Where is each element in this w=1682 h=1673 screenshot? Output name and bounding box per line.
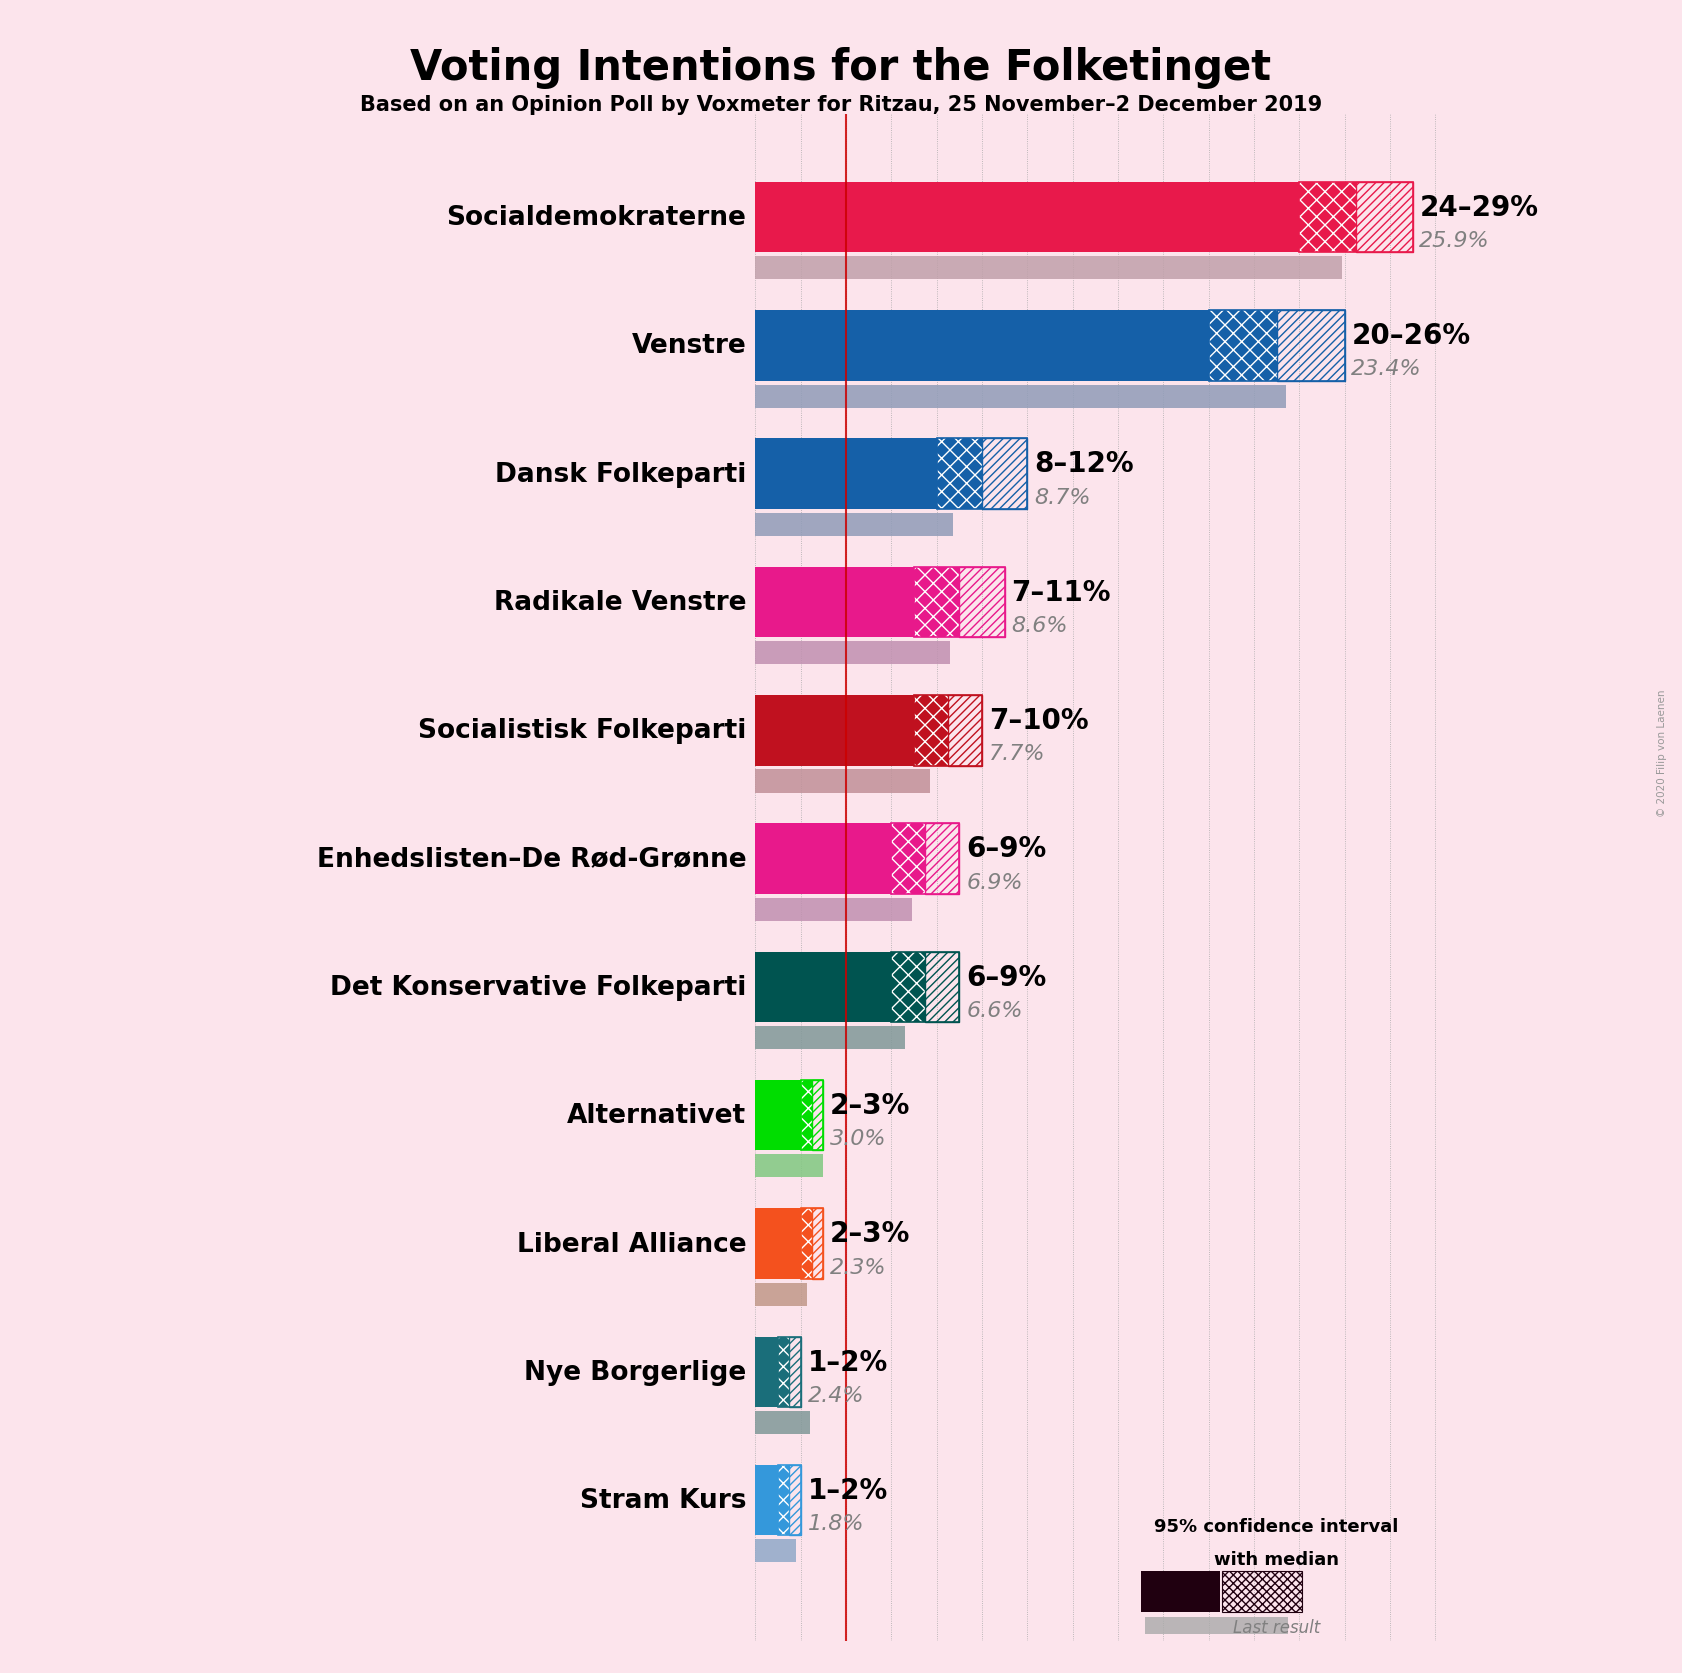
Text: 23.4%: 23.4%	[1351, 360, 1421, 380]
Bar	[755, 1337, 779, 1407]
Bar	[755, 514, 952, 537]
Bar	[755, 898, 912, 922]
Text: 7–10%: 7–10%	[989, 706, 1088, 734]
Bar	[755, 770, 930, 793]
Text: 2.3%: 2.3%	[831, 1256, 886, 1276]
Bar	[891, 823, 925, 895]
Bar	[779, 1337, 801, 1407]
Text: with median: with median	[1214, 1551, 1339, 1568]
Bar	[925, 823, 959, 895]
Text: 2–3%: 2–3%	[831, 1091, 910, 1119]
Bar	[913, 567, 959, 637]
Bar	[755, 1410, 809, 1434]
Bar	[982, 438, 1028, 510]
Bar	[755, 1027, 905, 1049]
Bar	[1209, 311, 1277, 381]
Bar	[755, 182, 1299, 253]
Bar	[779, 1337, 789, 1407]
Text: Venstre: Venstre	[631, 333, 747, 360]
Bar	[891, 952, 925, 1022]
Bar	[755, 1208, 801, 1280]
Bar	[779, 1466, 789, 1536]
Text: Stram Kurs: Stram Kurs	[580, 1487, 747, 1512]
Bar	[949, 696, 982, 766]
Text: Alternativet: Alternativet	[567, 1103, 747, 1129]
Bar	[801, 1208, 812, 1280]
Bar	[801, 1081, 812, 1151]
Text: 2.4%: 2.4%	[807, 1385, 865, 1405]
Bar	[925, 952, 959, 1022]
Bar	[755, 823, 891, 895]
Text: Socialdemokraterne: Socialdemokraterne	[446, 206, 747, 231]
Text: 1.8%: 1.8%	[807, 1514, 865, 1532]
Text: Enhedslisten–De Rød-Grønne: Enhedslisten–De Rød-Grønne	[316, 847, 747, 872]
Text: 1–2%: 1–2%	[807, 1348, 888, 1375]
Bar	[1299, 182, 1413, 253]
Bar	[1277, 311, 1344, 381]
Text: 24–29%: 24–29%	[1420, 194, 1539, 223]
Bar	[755, 438, 937, 510]
Bar	[937, 438, 982, 510]
Bar	[1356, 182, 1413, 253]
Bar	[755, 1081, 801, 1151]
Text: 1–2%: 1–2%	[807, 1476, 888, 1504]
Text: 3.0%: 3.0%	[831, 1129, 886, 1149]
Text: Liberal Alliance: Liberal Alliance	[516, 1231, 747, 1256]
Text: Dansk Folkeparti: Dansk Folkeparti	[495, 462, 747, 487]
Bar	[891, 823, 959, 895]
Bar	[1299, 182, 1356, 253]
Bar	[755, 311, 1209, 381]
Bar	[755, 642, 950, 664]
Text: 8–12%: 8–12%	[1034, 450, 1134, 478]
Bar	[789, 1337, 801, 1407]
Bar	[755, 1466, 779, 1536]
Bar	[779, 1466, 801, 1536]
Bar	[812, 1208, 822, 1280]
Bar	[1209, 311, 1344, 381]
Text: 95% confidence interval: 95% confidence interval	[1154, 1517, 1399, 1534]
Bar	[755, 1539, 796, 1563]
Bar	[755, 1154, 822, 1178]
Text: 8.7%: 8.7%	[1034, 487, 1090, 507]
Bar	[913, 567, 1004, 637]
Text: 20–26%: 20–26%	[1351, 321, 1470, 350]
Bar	[755, 385, 1285, 408]
Text: 6.9%: 6.9%	[965, 872, 1023, 892]
Text: Radikale Venstre: Radikale Venstre	[495, 589, 747, 616]
Text: 6–9%: 6–9%	[965, 835, 1046, 863]
Text: 7.7%: 7.7%	[989, 744, 1045, 765]
Text: 7–11%: 7–11%	[1011, 579, 1110, 606]
Text: 25.9%: 25.9%	[1420, 231, 1490, 251]
Bar	[891, 952, 959, 1022]
Bar	[913, 696, 982, 766]
Bar	[801, 1081, 822, 1151]
Bar	[789, 1466, 801, 1536]
Bar	[812, 1081, 822, 1151]
Text: 2–3%: 2–3%	[831, 1220, 910, 1248]
Text: Det Konservative Folkeparti: Det Konservative Folkeparti	[330, 974, 747, 1000]
Text: Last result: Last result	[1233, 1618, 1320, 1636]
Text: 6–9%: 6–9%	[965, 964, 1046, 990]
Bar	[801, 1208, 822, 1280]
Bar	[1223, 1571, 1302, 1611]
Bar	[937, 438, 1028, 510]
Bar	[755, 1283, 807, 1307]
Bar	[755, 696, 913, 766]
Bar	[755, 567, 913, 637]
Bar	[913, 696, 949, 766]
Text: © 2020 Filip von Laenen: © 2020 Filip von Laenen	[1657, 689, 1667, 816]
Text: Nye Borgerlige: Nye Borgerlige	[525, 1358, 747, 1385]
Bar	[755, 952, 891, 1022]
Bar	[1145, 1616, 1288, 1633]
Text: 8.6%: 8.6%	[1011, 616, 1068, 636]
Text: Based on an Opinion Poll by Voxmeter for Ritzau, 25 November–2 December 2019: Based on an Opinion Poll by Voxmeter for…	[360, 95, 1322, 115]
Text: 6.6%: 6.6%	[965, 1000, 1023, 1021]
Text: Socialistisk Folkeparti: Socialistisk Folkeparti	[417, 718, 747, 744]
Bar	[959, 567, 1004, 637]
Text: Voting Intentions for the Folketinget: Voting Intentions for the Folketinget	[410, 47, 1272, 89]
Bar	[1140, 1571, 1219, 1611]
Bar	[755, 258, 1342, 279]
